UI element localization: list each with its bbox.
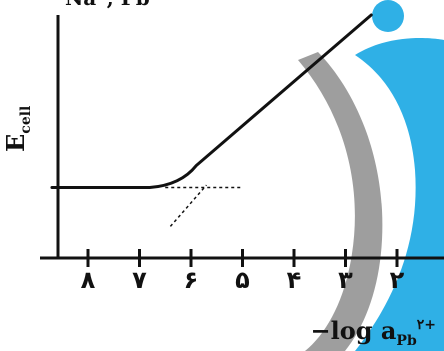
x-axis-label: −log aPb۲+ [310, 316, 437, 349]
series-line [50, 13, 373, 190]
watermark-blue-dot [372, 0, 404, 32]
watermark-white-dot [321, 0, 349, 28]
x-tick-label-6: ۲ [390, 266, 405, 294]
x-tick-label-2: ۶ [184, 266, 199, 294]
x-tick-label-3: ۵ [235, 266, 250, 294]
watermark-blue-shape [355, 38, 444, 351]
watermark-gray-arc [298, 52, 383, 351]
watermark-logo [298, 0, 444, 351]
y-axis-label: Ecell [1, 105, 34, 152]
x-tick-label-0: ۸ [81, 266, 96, 294]
extrapolation-line-1 [169, 184, 208, 227]
top-label-fragment: Na⁺, Pb²⁺ [65, 0, 169, 10]
x-tick-label-1: ۷ [132, 266, 147, 294]
x-tick-label-5: ۳ [338, 266, 353, 294]
x-tick-label-4: ۴ [287, 266, 302, 294]
